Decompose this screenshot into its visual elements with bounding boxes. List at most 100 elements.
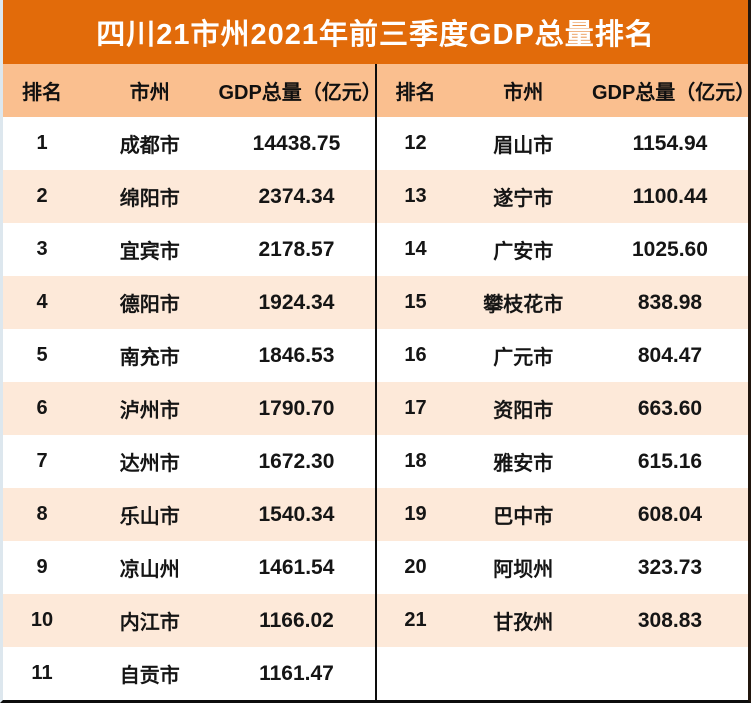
gdp-cell: 1461.54 [258, 555, 335, 579]
table-row: 2 绵阳市 2374.34 [3, 170, 375, 223]
table-row: 15 攀枝花市 838.98 [376, 276, 748, 329]
gdp-cell: 1100.44 [632, 184, 708, 208]
gdp-cell: 838.98 [637, 290, 703, 314]
table-row: 7 达州市 1672.30 [3, 435, 375, 488]
table-row: 20 阿坝州 323.73 [376, 541, 748, 594]
rank-cell: 1 [36, 132, 48, 154]
rank-cell: 6 [36, 397, 48, 419]
table-row: 16 广元市 804.47 [376, 329, 748, 382]
gdp-cell: 804.47 [637, 343, 703, 367]
table-row: 10 内江市 1166.02 [3, 594, 375, 647]
rank-cell: 19 [404, 503, 427, 525]
table-area: 排名 市州 GDP总量（亿元） 1 成都市 14438.75 2 绵阳市 2374.34 3… [3, 64, 748, 700]
gdp-cell: 14438.75 [252, 131, 341, 155]
rank-cell: 10 [30, 609, 54, 631]
city-cell: 乐山市 [119, 506, 180, 528]
gdp-cell: 1924.34 [258, 290, 335, 314]
gdp-cell: 608.04 [637, 502, 703, 526]
table-row: 12 眉山市 1154.94 [376, 117, 748, 170]
table-row: 14 广安市 1025.60 [376, 223, 748, 276]
table-row: 18 雅安市 615.16 [376, 435, 748, 488]
rank-cell: 20 [404, 556, 427, 578]
rank-cell: 14 [404, 238, 427, 260]
table-row: 1 成都市 14438.75 [3, 117, 375, 170]
gdp-cell: 2374.34 [258, 184, 335, 208]
city-cell: 内江市 [119, 612, 180, 634]
city-cell: 眉山市 [493, 135, 554, 157]
table-header-left: 排名 市州 GDP总量（亿元） [3, 64, 382, 117]
city-cell: 甘孜州 [493, 612, 554, 634]
city-cell: 宜宾市 [119, 241, 180, 263]
city-cell: 泸州市 [119, 400, 180, 422]
city-cell: 德阳市 [119, 294, 180, 316]
gdp-cell: 323.73 [637, 555, 703, 579]
rank-cell: 7 [36, 450, 48, 472]
table-row: 6 泸州市 1790.70 [3, 382, 375, 435]
table-row: 9 凉山州 1461.54 [3, 541, 375, 594]
city-cell: 巴中市 [493, 506, 554, 528]
rank-cell: 11 [31, 662, 53, 684]
table-row: 19 巴中市 608.04 [376, 488, 748, 541]
table-row: 17 资阳市 663.60 [376, 382, 748, 435]
page-title: 四川21市州2021年前三季度GDP总量排名 [3, 0, 748, 64]
gdp-cell: 1672.30 [258, 449, 335, 473]
table-right-body: 12 眉山市 1154.94 13 遂宁市 1100.44 14 广安市 1025.60 15 攀枝… [376, 117, 748, 700]
table-header-right: 排名 市州 GDP总量（亿元） [376, 64, 751, 117]
table-row: 13 遂宁市 1100.44 [376, 170, 748, 223]
gdp-cell: 1025.60 [632, 237, 708, 261]
table-left-body: 1 成都市 14438.75 2 绵阳市 2374.34 3 宜宾市 2178.57 4 德阳市 19… [3, 117, 375, 700]
city-cell: 成都市 [119, 135, 180, 157]
table-row: 8 乐山市 1540.34 [3, 488, 375, 541]
gdp-cell: 2178.57 [258, 237, 335, 261]
gdp-cell: 1166.02 [259, 608, 334, 632]
city-cell: 阿坝州 [493, 559, 554, 581]
table-right: 排名 市州 GDP总量（亿元） 12 眉山市 1154.94 13 遂宁市 1100.44… [376, 64, 751, 700]
city-cell: 遂宁市 [493, 188, 554, 210]
rank-cell: 3 [36, 238, 48, 260]
city-cell: 资阳市 [493, 400, 554, 422]
column-divider [374, 64, 377, 700]
rank-cell: 5 [36, 344, 48, 366]
city-cell: 广元市 [493, 347, 554, 369]
gdp-cell: 1790.70 [258, 396, 335, 420]
gdp-cell: 1154.94 [632, 131, 708, 155]
rank-cell: 17 [404, 397, 427, 419]
rank-cell: 21 [404, 609, 427, 631]
table-row: 11 自贡市 1161.47 [3, 647, 375, 700]
rank-cell: 18 [404, 450, 427, 472]
rank-cell: 8 [36, 503, 48, 525]
column-header-city: 市州 [129, 82, 170, 104]
city-cell: 绵阳市 [119, 188, 180, 210]
city-cell: 广安市 [493, 241, 554, 263]
rank-cell: 16 [404, 344, 427, 366]
gdp-cell: 1846.53 [258, 343, 335, 367]
table-row: 4 德阳市 1924.34 [3, 276, 375, 329]
gdp-cell: 1540.34 [258, 502, 335, 526]
city-cell: 自贡市 [119, 665, 180, 687]
city-cell: 雅安市 [493, 453, 554, 475]
gdp-cell: 308.83 [637, 608, 703, 632]
city-cell: 攀枝花市 [483, 294, 564, 316]
rank-cell: 2 [36, 185, 48, 207]
column-header-rank: 排名 [395, 82, 436, 104]
rank-cell: 12 [404, 132, 427, 154]
city-cell: 达州市 [119, 453, 180, 475]
city-cell: 凉山州 [119, 559, 180, 581]
column-header-rank: 排名 [22, 82, 62, 104]
column-header-city: 市州 [503, 82, 544, 104]
gdp-cell: 1161.47 [259, 661, 334, 685]
gdp-cell: 615.16 [637, 449, 703, 473]
table-row: 3 宜宾市 2178.57 [3, 223, 375, 276]
rank-cell: 15 [404, 291, 427, 313]
table-row [376, 647, 748, 700]
column-header-gdp: GDP总量（亿元） [218, 82, 382, 104]
gdp-cell: 663.60 [637, 396, 703, 420]
table-row: 5 南充市 1846.53 [3, 329, 375, 382]
rank-cell: 4 [36, 291, 48, 313]
table-left: 排名 市州 GDP总量（亿元） 1 成都市 14438.75 2 绵阳市 2374.34 3… [3, 64, 382, 700]
column-header-gdp: GDP总量（亿元） [591, 82, 751, 104]
table-row: 21 甘孜州 308.83 [376, 594, 748, 647]
city-cell: 南充市 [119, 347, 180, 369]
rank-cell: 9 [36, 556, 48, 578]
